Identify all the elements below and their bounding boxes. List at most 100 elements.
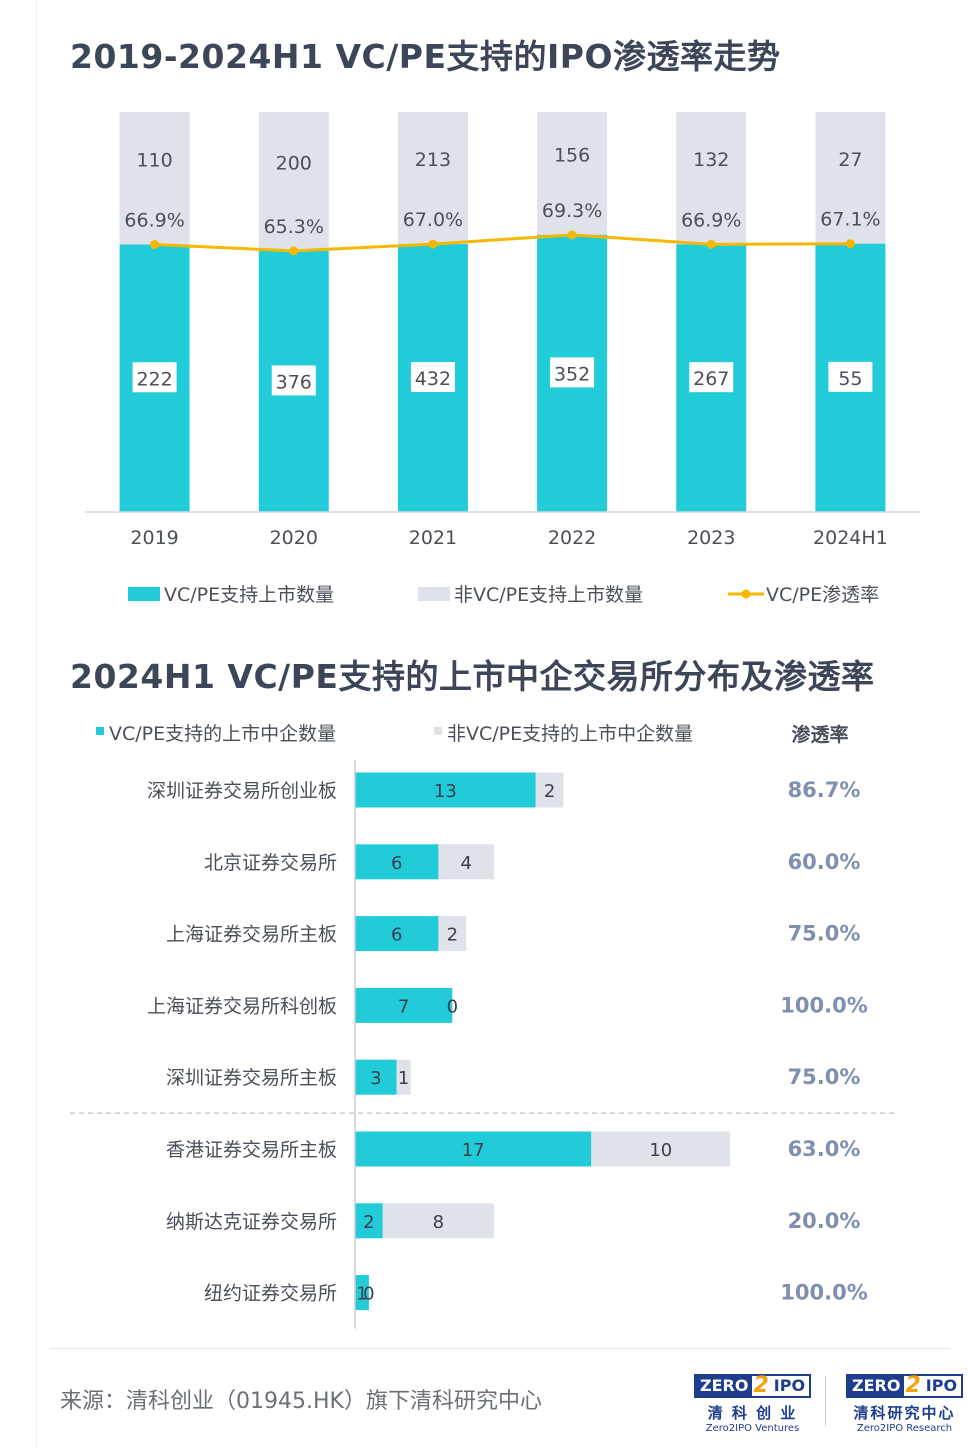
logo-mark-zero: ZERO	[696, 1376, 753, 1396]
exchange-label: 上海证券交易所科创板	[147, 995, 337, 1017]
left-edge-divider	[36, 0, 37, 1448]
vcpe-bar	[355, 844, 439, 880]
vcpe-value-label-box	[132, 362, 177, 393]
non-vcpe-value-label: 213	[415, 149, 451, 171]
penetration-rate-label: 63.0%	[788, 1137, 861, 1161]
logo-en-name: Zero2IPO Research	[856, 1423, 953, 1434]
non-vcpe-value-label: 4	[460, 853, 471, 874]
logo-en-name: Zero2IPO Ventures	[705, 1423, 800, 1434]
legend-rate-marker	[741, 589, 751, 599]
non-vcpe-bar	[591, 1131, 731, 1167]
non-vcpe-bar	[396, 1059, 411, 1095]
penetration-rate-label: 100.0%	[780, 993, 867, 1017]
penetration-rate-label: 67.1%	[820, 209, 880, 231]
vcpe-value-label-box	[689, 362, 734, 393]
non-vcpe-value-label: 2	[544, 781, 555, 802]
vcpe-value-label: 55	[838, 368, 862, 390]
logo-separator	[825, 1376, 826, 1426]
exchange-label: 上海证券交易所主板	[166, 924, 337, 946]
legend-non-vcpe-swatch	[434, 727, 442, 735]
legend-vcpe-label: VC/PE支持的上市中企数量	[109, 723, 336, 745]
footer-divider	[50, 1348, 950, 1349]
penetration-rate-point	[567, 230, 577, 240]
vcpe-value-label-box	[828, 361, 873, 392]
vcpe-value-label-box	[271, 365, 316, 396]
legend-non-vcpe-label: 非VC/PE支持的上市中企数量	[447, 723, 693, 745]
exchange-label: 深圳证券交易所创业板	[147, 780, 337, 802]
vcpe-value-label-box	[550, 357, 595, 388]
non-vcpe-value-label: 10	[649, 1140, 672, 1161]
x-tick-label: 2024H1	[813, 527, 888, 549]
logo-cn-name: 清 科 创 业	[707, 1404, 798, 1422]
vcpe-value-label: 6	[391, 853, 402, 874]
legend-rate-label: VC/PE渗透率	[766, 584, 879, 606]
exchange-label: 深圳证券交易所主板	[166, 1067, 337, 1089]
legend-vcpe-label: VC/PE支持上市数量	[164, 584, 334, 606]
vcpe-bar	[355, 1131, 592, 1167]
x-tick-label: 2022	[548, 527, 596, 549]
x-tick-label: 2023	[687, 527, 735, 549]
penetration-rate-line	[154, 233, 851, 253]
chart1-title: 2019-2024H1 VC/PE支持的IPO渗透率走势	[70, 37, 781, 76]
penetration-rate-label: 66.9%	[124, 210, 184, 232]
penetration-rate-label: 60.0%	[788, 850, 861, 874]
penetration-rate-label: 20.0%	[788, 1209, 861, 1233]
legend-non-vcpe-label: 非VC/PE支持上市数量	[454, 584, 643, 606]
non-vcpe-value-label: 0	[363, 1284, 374, 1305]
non-vcpe-value-label: 1	[398, 1068, 409, 1089]
non-vcpe-value-label: 27	[838, 149, 862, 171]
vcpe-bar	[355, 987, 453, 1023]
penetration-rate-label: 65.3%	[264, 216, 324, 238]
non-vcpe-value-label: 132	[693, 149, 729, 171]
exchange-label: 纳斯达克证券交易所	[166, 1211, 337, 1233]
penetration-rate-point	[150, 240, 160, 250]
non-vcpe-bar	[382, 1203, 494, 1239]
x-tick-label: 2019	[130, 527, 178, 549]
penetration-rate-label: 75.0%	[788, 1065, 861, 1089]
exchange-label: 纽约证券交易所	[204, 1283, 337, 1305]
ipo-penetration-chart: 110 66.9% 222 2019 200 65.3% 376 2020 213 67.0% 43…	[85, 112, 920, 606]
vcpe-value-label: 13	[434, 781, 457, 802]
logo-mark-ipo: IPO	[773, 1376, 806, 1395]
penetration-rate-label: 75.0%	[788, 922, 861, 946]
non-vcpe-value-label: 200	[276, 152, 312, 174]
exchange-distribution-chart: VC/PE支持的上市中企数量 非VC/PE支持的上市中企数量 渗透率深圳证券交易所创…	[70, 723, 898, 1329]
non-vcpe-bar	[535, 772, 564, 808]
logo-cn-name: 清科研究中心	[853, 1404, 956, 1422]
penetration-rate-label: 86.7%	[788, 778, 861, 802]
non-vcpe-bar-segment	[676, 112, 747, 245]
non-vcpe-bar-segment	[537, 112, 608, 235]
penetration-rate-label: 67.0%	[403, 209, 463, 231]
vcpe-bar	[355, 1059, 397, 1095]
non-vcpe-bar-segment	[258, 112, 329, 251]
logo-mark-ipo: IPO	[925, 1376, 958, 1395]
non-vcpe-value-label: 0	[447, 996, 458, 1017]
penetration-rate-point	[289, 246, 299, 256]
penetration-rate-label: 69.3%	[542, 200, 602, 222]
non-vcpe-bar-segment	[397, 112, 468, 245]
x-tick-label: 2021	[409, 527, 457, 549]
non-vcpe-bar-segment	[815, 112, 886, 244]
exchange-label: 北京证券交易所	[204, 852, 337, 874]
zero2ipo-mark: ZERO 2 IPO	[694, 1374, 812, 1398]
vcpe-value-label: 3	[370, 1068, 381, 1089]
vcpe-value-label: 7	[398, 996, 409, 1017]
non-vcpe-bar	[438, 916, 467, 952]
logo-mark-two: 2	[905, 1373, 921, 1398]
penetration-rate-point	[706, 239, 716, 249]
vcpe-value-label: 222	[136, 368, 172, 390]
vcpe-value-label-box	[410, 362, 455, 393]
rate-column-header: 渗透率	[791, 723, 848, 746]
penetration-rate-point	[845, 239, 855, 249]
vcpe-value-label: 2	[363, 1212, 374, 1233]
legend-non-vcpe-swatch	[418, 587, 450, 601]
vcpe-value-label: 17	[462, 1140, 485, 1161]
vcpe-bar	[355, 1275, 369, 1311]
non-vcpe-value-label: 8	[433, 1212, 444, 1233]
chart2-title: 2024H1 VC/PE支持的上市中企交易所分布及渗透率	[70, 657, 875, 696]
vcpe-bar	[355, 772, 536, 808]
legend-vcpe-swatch	[96, 727, 104, 735]
legend-vcpe-swatch	[128, 587, 160, 601]
penetration-rate-point	[428, 239, 438, 249]
